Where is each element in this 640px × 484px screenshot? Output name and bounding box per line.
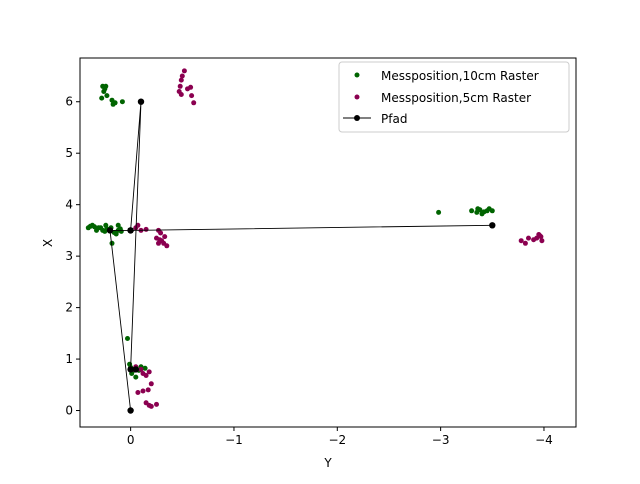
legend-marker-series-1: [354, 72, 360, 78]
path-line: [109, 101, 493, 411]
scatter-point: [125, 336, 130, 341]
y-tick-label: 3: [65, 249, 73, 263]
legend-label-series-2: Messposition,5cm Raster: [381, 91, 531, 105]
scatter-point: [148, 381, 154, 387]
scatter-series-2: [131, 68, 545, 409]
path-point: [106, 227, 114, 234]
path-series: [106, 98, 496, 414]
scatter-point: [179, 73, 185, 79]
y-axis-label: X: [41, 239, 55, 247]
legend: Messposition,10cm Raster Messposition,5c…: [338, 61, 570, 133]
x-tick-label: −4: [535, 433, 553, 447]
path-point: [137, 98, 145, 105]
path-point: [127, 407, 134, 414]
legend-label-series-1: Messposition,10cm Raster: [381, 69, 539, 83]
x-tick-label: −1: [225, 433, 243, 447]
scatter-point: [148, 403, 154, 409]
scatter-point: [178, 77, 184, 83]
scatter-point: [177, 83, 183, 89]
legend-marker-path: [354, 115, 360, 121]
scatter-point: [119, 99, 125, 105]
y-tick-label: 6: [65, 95, 73, 109]
scatter-point: [158, 230, 164, 236]
scatter-point: [103, 222, 109, 228]
scatter-point: [142, 365, 148, 371]
y-tick-label: 1: [65, 352, 73, 366]
scatter-point: [143, 226, 149, 232]
scatter-point: [539, 238, 545, 244]
scatter-point: [154, 401, 159, 407]
scatter-point: [143, 373, 149, 378]
scatter-point: [138, 366, 144, 372]
scatter-point: [479, 211, 485, 217]
scatter-point: [164, 243, 170, 249]
scatter-point: [162, 234, 168, 240]
scatter-point: [526, 235, 531, 241]
x-tick-label: 0: [127, 433, 135, 447]
y-tick-label: 4: [65, 198, 73, 212]
scatter-point: [188, 84, 194, 90]
scatter-point: [522, 240, 528, 246]
scatter-point: [489, 208, 495, 214]
scatter-point: [181, 68, 187, 74]
scatter-point: [469, 208, 475, 214]
legend-box: [338, 61, 570, 133]
y-tick-label: 5: [65, 146, 73, 160]
x-tick-label: −3: [432, 433, 450, 447]
scatter-point: [115, 222, 121, 228]
y-axis: 0 1 2 3 4 5 6: [65, 95, 80, 418]
scatter-point: [109, 240, 115, 246]
y-tick-label: 2: [65, 301, 73, 315]
x-axis-label: Y: [323, 456, 332, 470]
scatter-point: [178, 92, 184, 97]
y-tick-label: 0: [65, 404, 73, 418]
scatter-point: [110, 101, 116, 107]
scatter-point: [156, 240, 161, 246]
scatter-point: [135, 390, 141, 395]
path-point: [127, 227, 134, 234]
scatter-point: [145, 387, 151, 393]
scatter-point: [191, 100, 197, 106]
x-axis: 0 −1 −2 −3 −4: [127, 427, 553, 447]
scatter-point: [475, 206, 481, 212]
legend-marker-series-2: [354, 94, 360, 100]
scatter-point: [518, 238, 524, 244]
path-point: [127, 366, 134, 373]
scatter-point: [118, 228, 124, 234]
plot-frame: [79, 57, 577, 428]
path-point: [132, 366, 139, 373]
legend-label-path: Pfad: [381, 112, 407, 126]
scatter-point: [536, 232, 542, 237]
path-point: [489, 222, 496, 229]
scatter-point: [146, 369, 152, 375]
scatter-point: [101, 89, 107, 94]
scatter-point: [133, 374, 139, 380]
x-tick-label: −2: [328, 433, 346, 447]
scatter-point: [436, 209, 442, 215]
series-layer: [85, 68, 545, 414]
scatter-point: [104, 93, 110, 99]
scatter-point: [99, 95, 105, 101]
scatter-point: [140, 388, 146, 394]
scatter-point: [189, 93, 195, 99]
